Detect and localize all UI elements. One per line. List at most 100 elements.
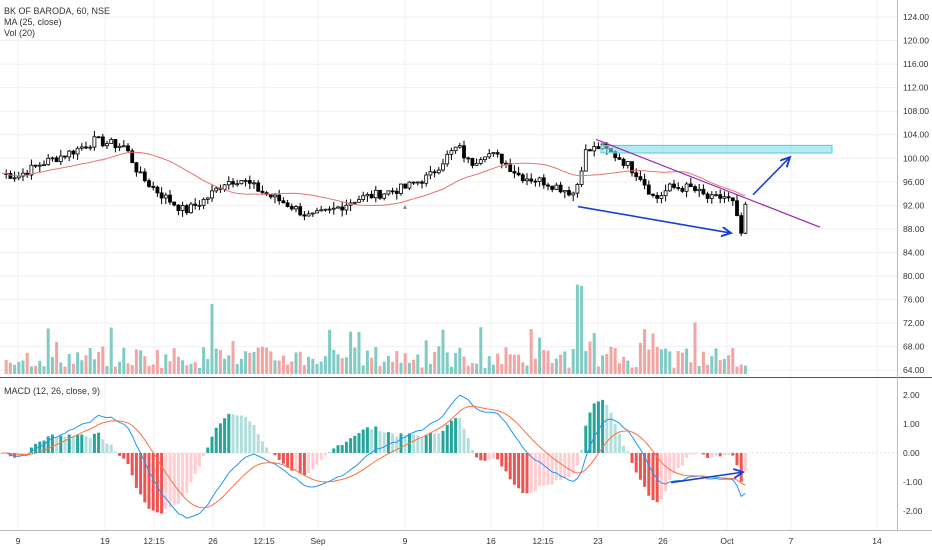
candle-body [97,137,100,138]
volume-bar [496,354,499,374]
volume-bar [265,348,268,374]
macd-hist-bar [689,453,692,455]
volume-bar [34,366,37,374]
x-tick-label: 7 [789,536,794,546]
macd-hist-bar [614,424,617,453]
macd-hist-bar [379,431,382,453]
volume-bar [127,363,130,374]
volume-bar [400,363,403,374]
candle-body [169,195,172,202]
macd-hist-bar [110,445,113,453]
volume-bar [320,362,323,374]
macd-hist-bar [139,453,142,494]
macd-hist-bar [484,453,487,461]
macd-hist-bar [433,433,436,453]
candle-body [513,172,516,174]
candle-body [538,178,541,182]
volume-bar [475,364,478,374]
macd-hist-bar [349,438,352,453]
volume-bar [706,365,709,374]
volume-bar [177,357,180,374]
candle-body [299,207,302,215]
candle-body [517,173,520,175]
volume-bar [547,351,550,374]
volume-bar [106,366,109,374]
x-tick-label: 9 [403,536,408,546]
candle-body [38,165,41,166]
drawings[interactable] [403,139,832,482]
volume-bar [198,368,201,374]
macd-hist-bar [710,453,713,457]
volume-bar [257,348,260,374]
volume-bar [517,355,520,374]
macd-hist-bar [286,453,289,468]
macd-hist-bar [295,453,298,470]
volume-bar [685,349,688,374]
volume-bar [442,330,445,374]
candle-body [681,188,684,191]
macd-hist-bar [198,453,201,467]
candle-body [253,183,256,184]
volume-bar [622,357,625,374]
volume-bar [505,347,508,374]
candle-body [425,175,428,183]
candle-body [530,179,533,181]
volume-bar [467,366,470,374]
macd-hist-bar [223,418,226,453]
macd-hist-bar [488,453,491,459]
macd-tick-label: 0.00 [903,448,920,458]
candle-body [450,151,453,155]
macd-hist-bar [479,453,482,460]
candle-body [127,146,130,151]
macd-hist-bar [320,453,323,460]
candle-body [509,164,512,172]
macd-hist-bar [236,415,239,453]
candle-body [76,148,79,154]
candle-body [484,157,487,160]
macd-hist-bar [505,453,508,471]
candle-body [391,191,394,192]
candle-body [194,204,197,205]
macd-hist-bar [740,453,743,482]
macd-tick-label: -1.00 [903,477,923,487]
macd-hist-bar [618,434,621,453]
macd-hist-bar [131,453,134,475]
y-tick-label: 124.00 [903,12,929,22]
volume-bar [660,349,663,374]
volume-bar [169,361,172,374]
candle-body [106,144,109,146]
volume-bar [559,355,562,374]
macd-tick-label: -2.00 [903,506,923,516]
candle-body [626,162,629,166]
volume-bar [51,357,54,374]
volume-bar [647,349,650,374]
volume-bar [131,365,134,374]
candle-body [710,195,713,199]
candle-body [622,159,625,165]
volume-bar [47,328,50,374]
candle-body [463,146,466,158]
volume-bar [232,341,235,374]
macd-hist-bar [332,448,335,453]
candle-body [307,214,310,216]
macd-hist-bar [526,453,529,493]
x-tick-label: 9 [16,536,21,546]
candle-body [740,216,743,234]
volume-bar [429,364,432,374]
macd-hist-bar [307,453,310,473]
macd-hist-bar [664,453,667,491]
y-tick-label: 64.00 [903,365,925,375]
volume-bar [345,357,348,374]
macd-hist-bar [185,453,188,493]
volume-bar [64,367,67,374]
candle-body [240,181,243,184]
candle-body [215,188,218,191]
volume-bar [542,350,545,374]
volume-bar [584,351,587,374]
volume-bar [668,351,671,374]
volume-bar [349,332,352,374]
candle-body [387,191,390,194]
volume-bar [59,363,62,374]
macd-hist-bar [64,437,67,453]
